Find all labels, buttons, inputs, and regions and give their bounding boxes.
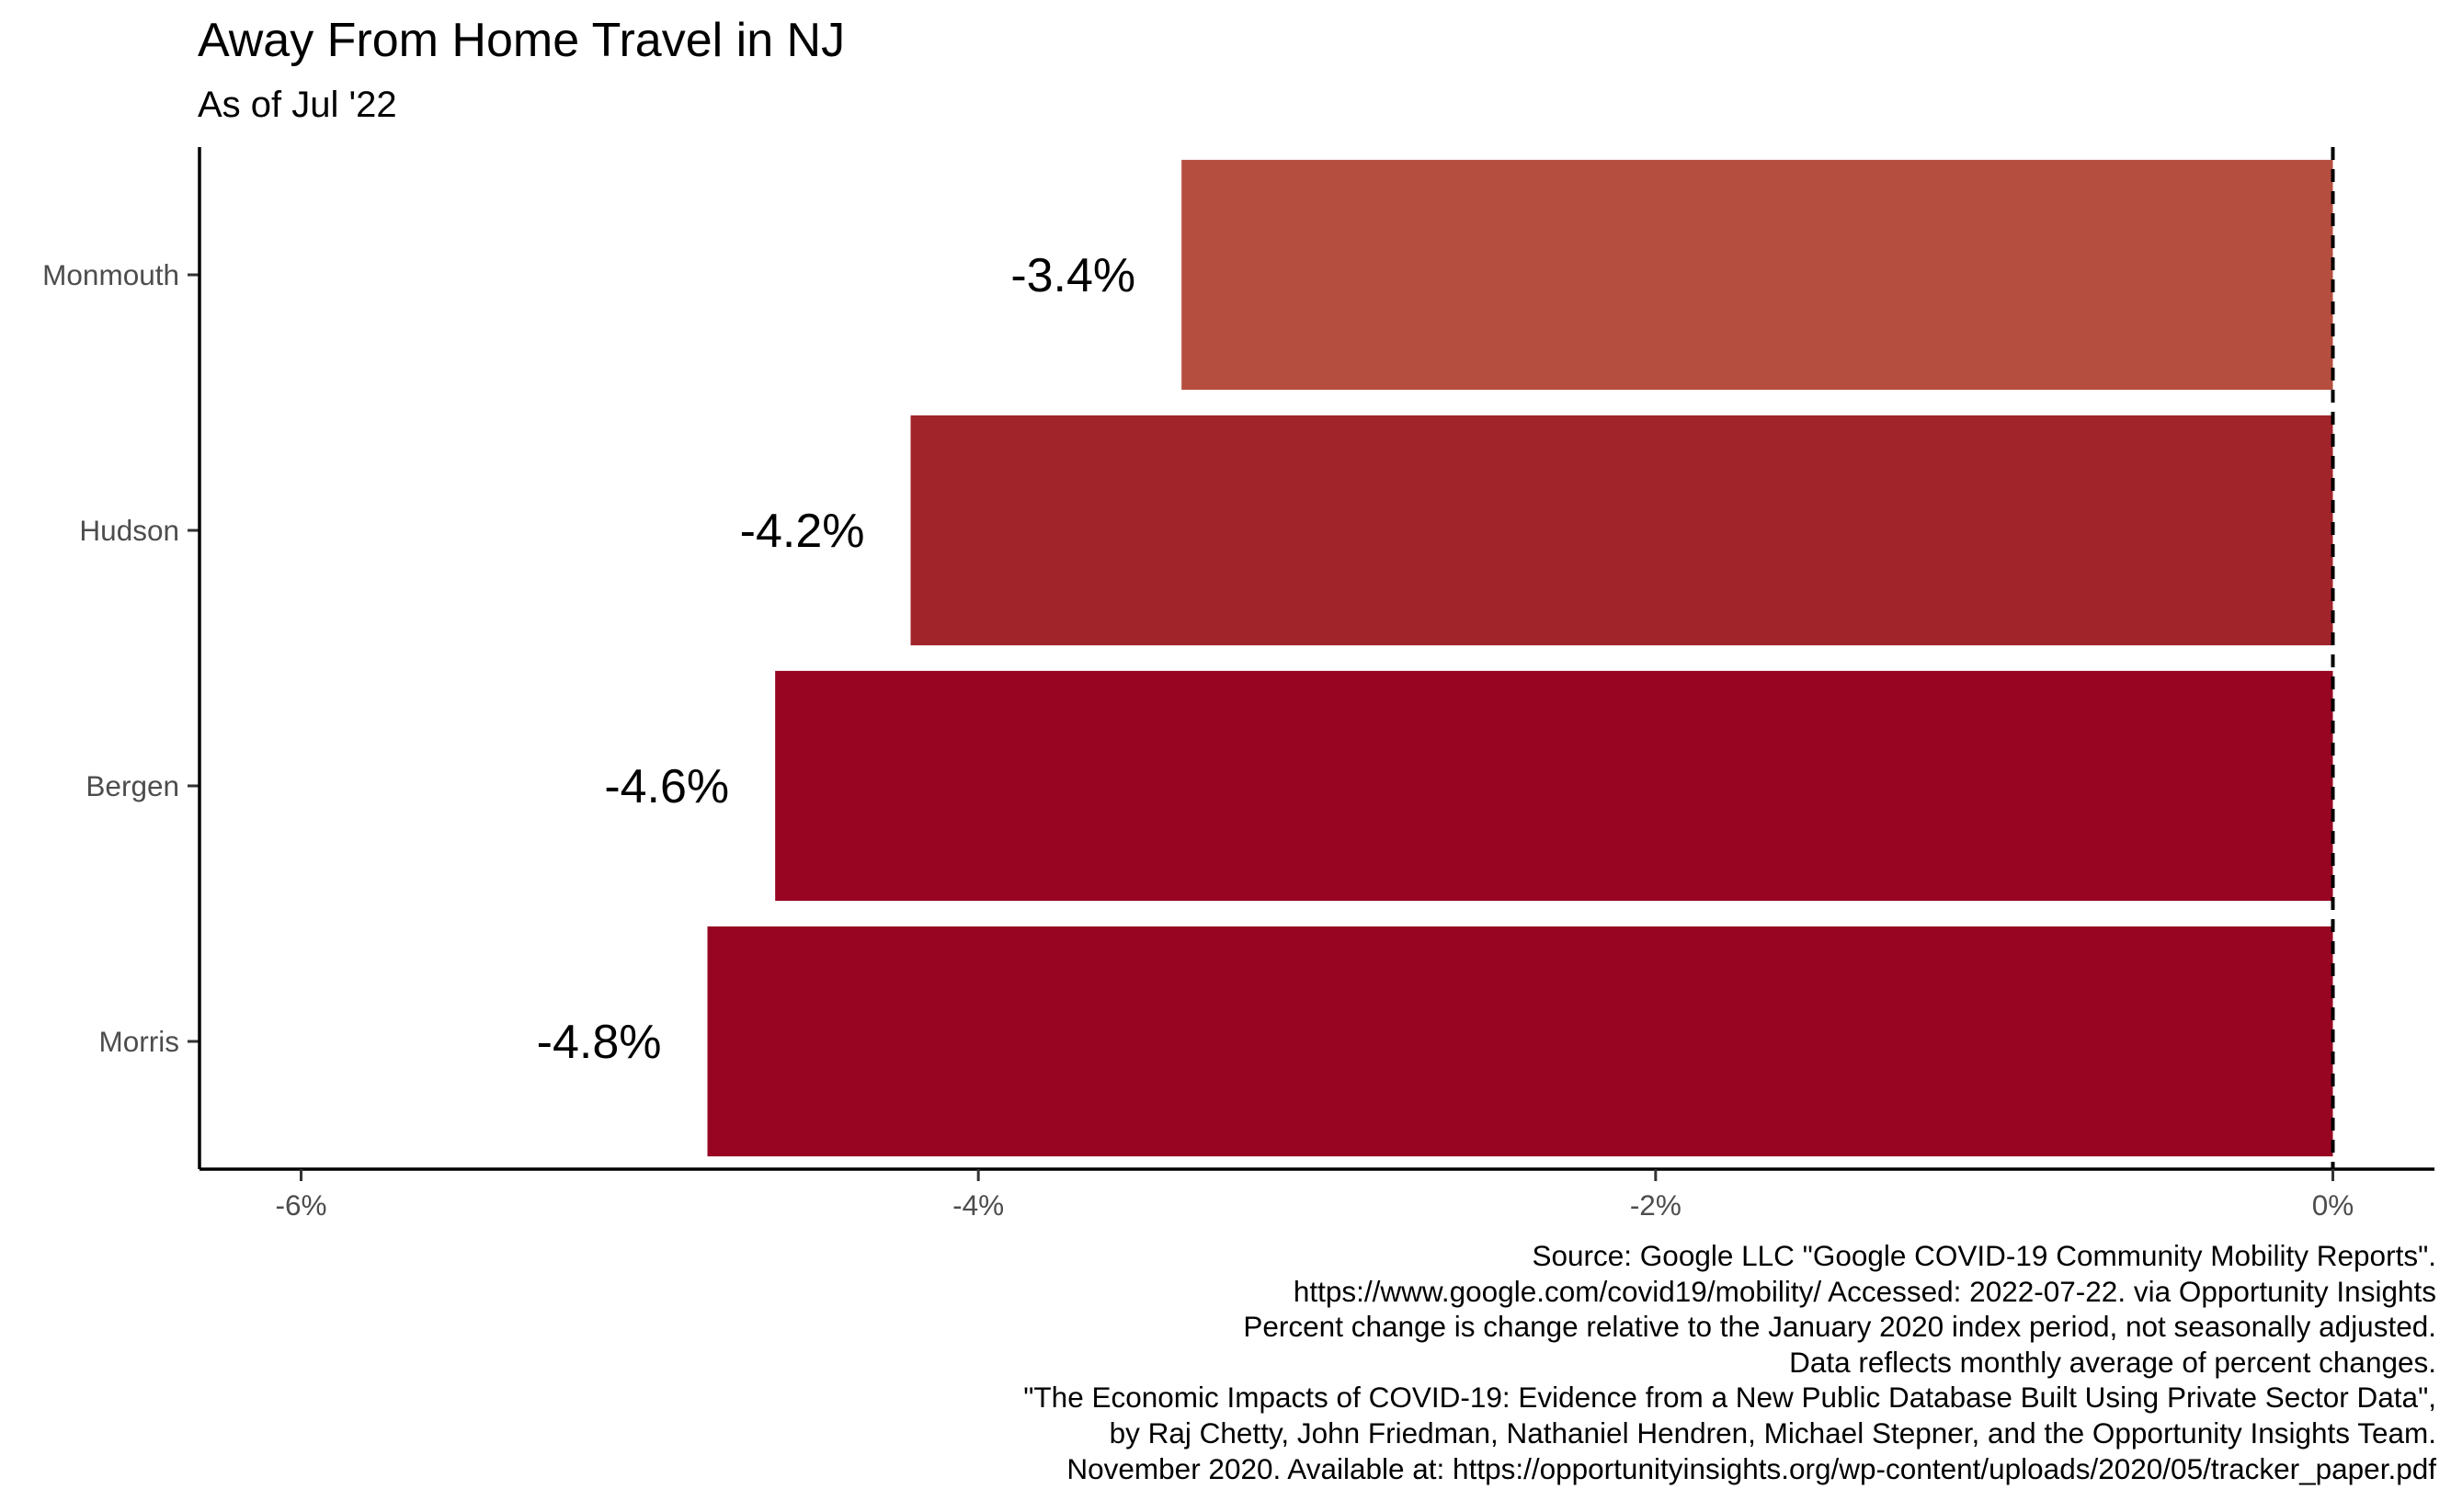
value-label: -4.6%	[604, 760, 729, 813]
value-label: -4.8%	[537, 1016, 662, 1069]
y-tick-label: Hudson	[79, 514, 179, 547]
x-tick-label: -4%	[952, 1188, 1004, 1222]
caption-line: Source: Google LLC "Google COVID-19 Comm…	[1532, 1239, 2436, 1272]
caption-line: "The Economic Impacts of COVID-19: Evide…	[1023, 1381, 2436, 1415]
bar-chart: -3.4% Monmouth -4.2% Hudson -4.6% Bergen -4.8%…	[42, 147, 2434, 1222]
caption-line: Data reflects monthly average of percent…	[1789, 1345, 2436, 1379]
bar-hudson	[910, 415, 2333, 646]
x-tick-label: 0%	[2312, 1188, 2354, 1222]
chart-subtitle: As of Jul '22	[198, 85, 397, 125]
x-tick-label: -2%	[1630, 1188, 1682, 1222]
chart-title: Away From Home Travel in NJ	[198, 14, 846, 67]
x-tick-label: -6%	[275, 1188, 326, 1222]
y-tick-label: Morris	[99, 1025, 180, 1058]
bar-bergen	[775, 670, 2333, 902]
y-tick-label: Monmouth	[42, 258, 179, 291]
y-tick-label: Bergen	[86, 769, 179, 802]
caption-line: by Raj Chetty, John Friedman, Nathaniel …	[1109, 1415, 2436, 1449]
bar-monmouth	[1181, 159, 2333, 391]
caption-line: Percent change is change relative to the…	[1243, 1310, 2436, 1344]
source-caption: Source: Google LLC "Google COVID-19 Comm…	[1023, 1238, 2436, 1486]
bar-morris	[707, 926, 2333, 1157]
caption-line: November 2020. Available at: https://opp…	[1066, 1451, 2436, 1485]
value-label: -4.2%	[740, 505, 865, 558]
value-label: -3.4%	[1010, 249, 1135, 302]
caption-line: https://www.google.com/covid19/mobility/…	[1293, 1274, 2436, 1308]
